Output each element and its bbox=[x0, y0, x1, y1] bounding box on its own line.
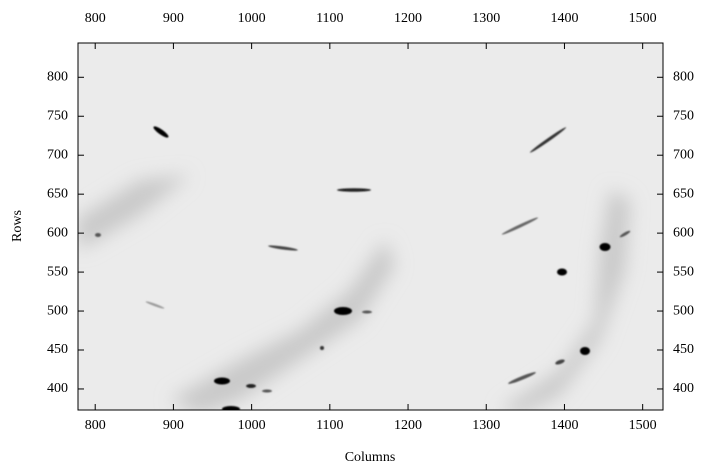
x-axis-label: Columns bbox=[345, 450, 396, 465]
x-tick-label: 1400 bbox=[550, 418, 578, 433]
y-tick-label: 700 bbox=[47, 147, 68, 162]
x-tick-label: 1100 bbox=[316, 418, 343, 433]
y-tick-label-right: 550 bbox=[673, 264, 694, 279]
x-tick-label: 1500 bbox=[629, 418, 657, 433]
x-tick-label-top: 1000 bbox=[238, 11, 266, 26]
y-tick-label-right: 750 bbox=[673, 108, 694, 123]
y-tick-label-right: 600 bbox=[673, 225, 694, 240]
y-tick-label-right: 450 bbox=[673, 342, 694, 357]
y-axis-label: Rows bbox=[10, 210, 25, 242]
x-tick-label-top: 1200 bbox=[394, 11, 422, 26]
x-tick-label: 1000 bbox=[238, 418, 266, 433]
x-tick-label-top: 1400 bbox=[550, 11, 578, 26]
y-tick-label-right: 500 bbox=[673, 303, 694, 318]
y-tick-label-right: 650 bbox=[673, 186, 694, 201]
y-tick-label-right: 700 bbox=[673, 147, 694, 162]
diffuse-bands bbox=[78, 175, 630, 410]
x-tick-label: 1300 bbox=[472, 418, 500, 433]
x-tick-label-top: 1300 bbox=[472, 11, 500, 26]
y-tick-label-right: 800 bbox=[673, 70, 694, 85]
y-tick-label: 550 bbox=[47, 264, 68, 279]
x-tick-label-top: 1500 bbox=[629, 11, 657, 26]
y-tick-label-right: 400 bbox=[673, 381, 694, 396]
x-tick-label: 800 bbox=[85, 418, 106, 433]
x-tick-label-top: 1100 bbox=[316, 11, 343, 26]
y-tick-label: 450 bbox=[47, 342, 68, 357]
detector-image bbox=[78, 43, 663, 410]
x-tick-label-top: 800 bbox=[85, 11, 106, 26]
y-tick-label: 650 bbox=[47, 186, 68, 201]
plot-frame bbox=[77, 42, 664, 411]
image-content bbox=[78, 126, 631, 410]
y-tick-label: 750 bbox=[47, 108, 68, 123]
x-tick-label-top: 900 bbox=[163, 11, 184, 26]
y-tick-label: 800 bbox=[47, 70, 68, 85]
spots bbox=[95, 126, 631, 410]
y-tick-label: 600 bbox=[47, 225, 68, 240]
x-tick-label: 1200 bbox=[394, 418, 422, 433]
y-tick-label: 500 bbox=[47, 303, 68, 318]
x-tick-label: 900 bbox=[163, 418, 184, 433]
y-tick-label: 400 bbox=[47, 381, 68, 396]
